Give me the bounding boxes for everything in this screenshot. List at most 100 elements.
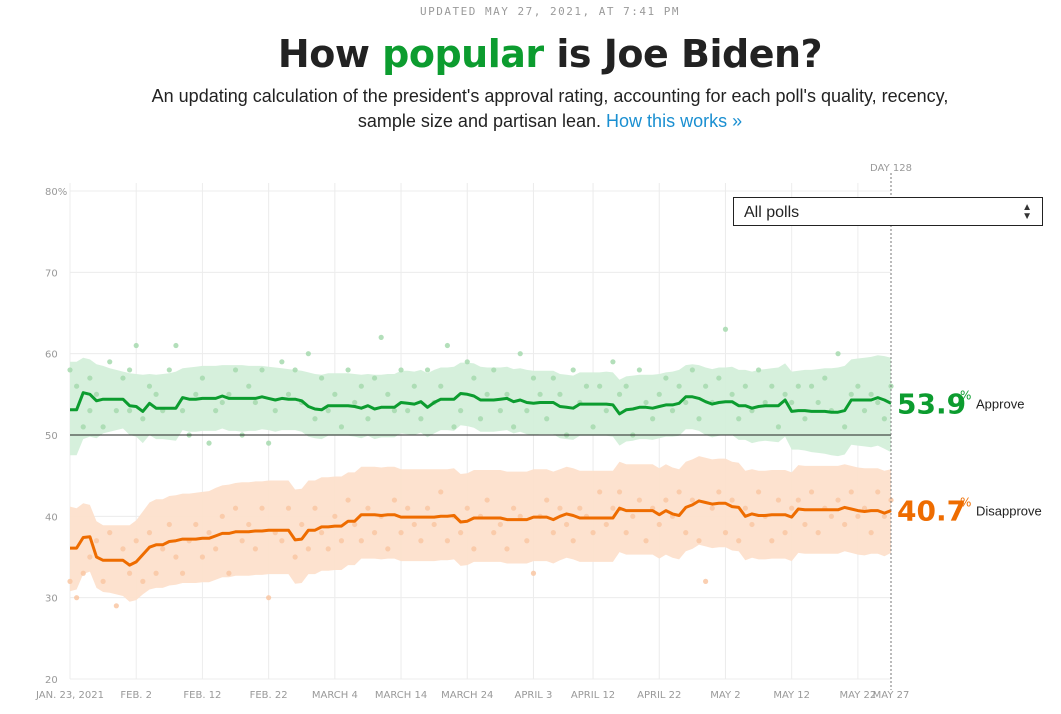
approve-trend-line: [70, 391, 892, 416]
approve-poll-dot: [80, 424, 86, 430]
disapprove-poll-dot: [484, 497, 490, 503]
approve-poll-dot: [623, 383, 629, 389]
disapprove-poll-dot: [663, 497, 669, 503]
approve-poll-dot: [557, 391, 563, 397]
approve-poll-dot: [808, 383, 815, 389]
disapprove-poll-dot: [358, 538, 364, 544]
x-tick-label: MAY 2: [710, 690, 740, 701]
approve-poll-dot: [378, 334, 384, 340]
approve-poll-dot: [789, 399, 795, 406]
approve-poll-dot: [219, 399, 225, 406]
disapprove-poll-dot: [219, 513, 225, 519]
approve-poll-dot: [312, 416, 318, 422]
approve-poll-dot: [716, 375, 722, 381]
approve-poll-dot: [524, 408, 530, 414]
disapprove-poll-dot: [775, 497, 782, 503]
disapprove-poll-dot: [696, 538, 702, 544]
disapprove-poll-dot: [458, 530, 464, 536]
approve-poll-dot: [729, 391, 735, 397]
disapprove-poll-dot: [808, 489, 815, 495]
disapprove-poll-dot: [643, 538, 649, 544]
disapprove-poll-dot: [93, 538, 100, 544]
disapprove-poll-dot: [703, 578, 709, 585]
disapprove-poll-dot: [603, 521, 609, 528]
approve-poll-dot: [232, 367, 239, 373]
approve-poll-dot: [338, 424, 345, 430]
approve-poll-dot: [881, 416, 887, 422]
approve-poll-dot: [683, 399, 689, 406]
approve-poll-dot: [365, 416, 371, 422]
approve-uncertainty-band: [70, 355, 891, 457]
approve-poll-dot: [385, 391, 391, 397]
disapprove-poll-dot: [491, 530, 497, 536]
approve-poll-dot: [352, 399, 358, 406]
x-tick-label: FEB. 22: [250, 690, 288, 701]
approve-poll-dot: [663, 375, 669, 381]
disapprove-poll-dot: [868, 530, 874, 536]
approve-poll-dot: [464, 359, 470, 365]
y-tick-label: 70: [45, 268, 58, 279]
y-tick-label: 30: [45, 594, 58, 605]
disapprove-trend-line: [70, 499, 892, 567]
x-tick-label: MAY 22: [840, 690, 877, 701]
disapprove-poll-dot: [709, 505, 715, 511]
approve-poll-dot: [318, 375, 325, 381]
disapprove-poll-dot: [795, 497, 801, 503]
disapprove-poll-dot: [338, 538, 345, 544]
approve-poll-dot: [285, 391, 292, 397]
approve-poll-dot: [835, 351, 841, 357]
approve-poll-dot: [603, 408, 609, 414]
disapprove-poll-dot: [782, 530, 788, 536]
approve-poll-dot: [199, 375, 206, 381]
x-tick-label: FEB. 12: [183, 690, 221, 701]
approve-poll-dot: [266, 440, 272, 446]
approve-poll-dot: [616, 391, 623, 397]
approve-poll-dot: [166, 367, 172, 373]
approve-poll-dot: [451, 424, 457, 430]
disapprove-poll-dot: [173, 554, 179, 560]
approve-poll-dot: [418, 416, 424, 422]
poll-filter-value: All polls: [744, 204, 800, 221]
disapprove-poll-dot: [166, 521, 172, 528]
approve-poll-dot: [544, 416, 550, 422]
approve-poll-dot: [458, 408, 464, 414]
disapprove-poll-dot: [305, 546, 311, 552]
disapprove-poll-dot: [676, 489, 682, 495]
disapprove-poll-dot: [881, 513, 887, 519]
disapprove-poll-dot: [689, 497, 695, 503]
disapprove-poll-dot: [438, 489, 444, 495]
approve-poll-dot: [775, 424, 782, 430]
approve-poll-dot: [133, 342, 139, 349]
approve-poll-dot: [736, 416, 742, 422]
end-value-labels: 53.9% Approve 40.7% Disapprove: [897, 387, 1042, 527]
x-tick-label: APRIL 22: [637, 690, 681, 701]
disapprove-poll-dot: [226, 570, 232, 576]
poll-filter-select[interactable]: All polls ▲ ▼: [733, 197, 1043, 226]
y-tick-label: 50: [45, 431, 58, 442]
approve-poll-dot: [597, 383, 603, 389]
approve-poll-dot: [411, 383, 417, 389]
disapprove-end-value: 40.7: [897, 495, 966, 528]
approve-poll-dot: [126, 367, 133, 373]
how-this-works-link[interactable]: How this works »: [606, 111, 743, 131]
approve-poll-dot: [345, 367, 351, 373]
disapprove-poll-dot: [563, 521, 570, 528]
approve-poll-dot: [590, 424, 596, 430]
disapprove-poll-dot: [630, 513, 636, 519]
disapprove-poll-dot: [279, 538, 285, 544]
approve-poll-dot: [511, 424, 517, 430]
approve-poll-dot: [246, 383, 252, 389]
approve-poll-dot: [517, 351, 523, 357]
disapprove-poll-dot: [722, 530, 729, 536]
disapprove-poll-dot: [550, 530, 556, 536]
approve-poll-dot: [656, 391, 662, 397]
approve-poll-dot: [855, 383, 861, 389]
disapprove-poll-dot: [855, 513, 861, 519]
percent-sign: %: [960, 496, 971, 510]
approve-poll-dot: [583, 383, 590, 389]
approve-poll-dot: [405, 408, 411, 414]
disapprove-poll-dot: [411, 521, 417, 528]
approve-poll-dot: [371, 375, 378, 381]
approve-poll-dot: [471, 375, 477, 381]
